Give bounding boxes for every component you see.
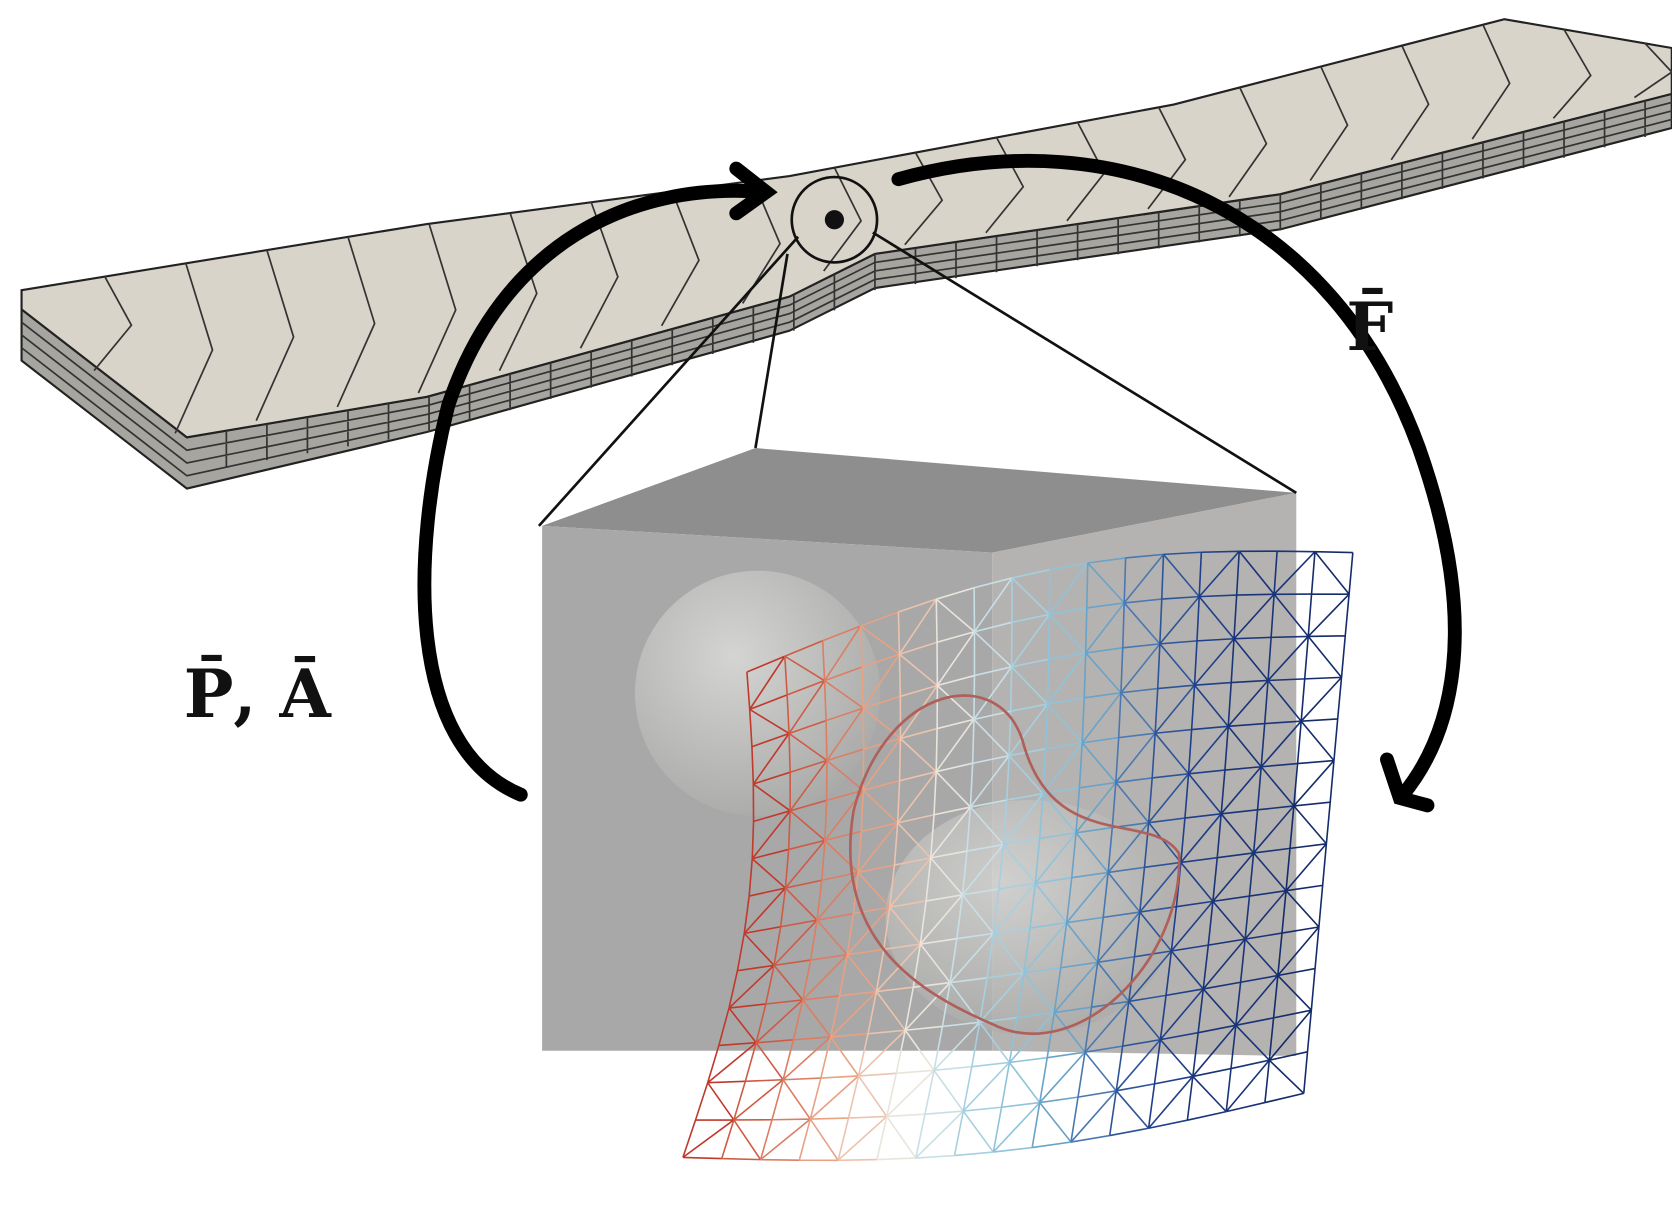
figure: F̄ P̄, Ā: [0, 0, 1672, 1231]
label-stress: P̄, Ā: [184, 654, 333, 733]
material-point: [825, 210, 844, 229]
label-force: F̄: [1346, 287, 1393, 366]
specimen-mesh: [22, 19, 1672, 488]
strip-top: [22, 19, 1672, 437]
zoom-line: [873, 233, 1296, 493]
